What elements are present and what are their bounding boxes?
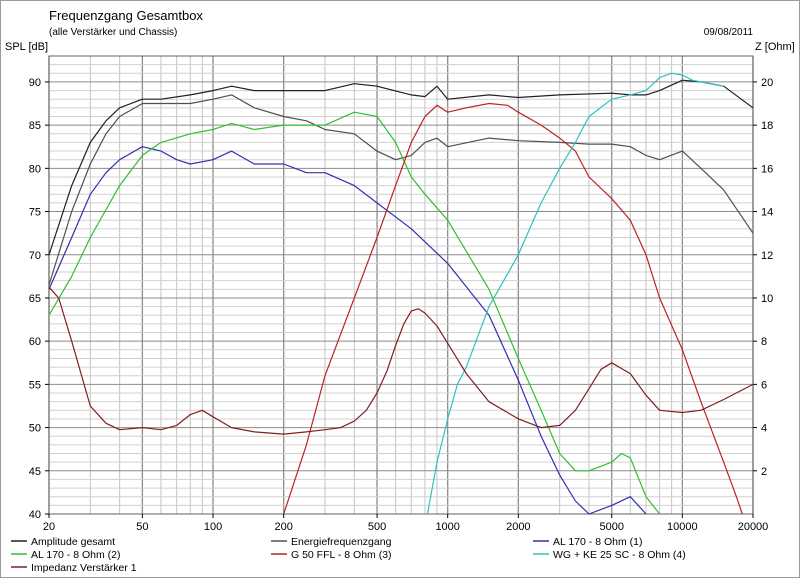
x-tick-label: 50 (136, 521, 148, 533)
x-tick-label: 500 (368, 521, 386, 533)
series-line-g-50-ffl-8-ohm-3 (283, 102, 743, 515)
y-right-tick-label: 14 (761, 207, 773, 219)
y-left-tick-label: 75 (29, 207, 41, 219)
series-line-wg-ke-25-sc-8-ohm-4 (426, 72, 724, 515)
y-right-tick-label: 20 (761, 77, 773, 89)
series-line-al-170-8-ohm-1 (48, 146, 647, 515)
y-left-tick-label: 60 (29, 336, 41, 348)
legend-label: WG + KE 25 SC - 8 Ohm (4) (553, 549, 686, 561)
x-tick-label: 5000 (599, 521, 623, 533)
y-right-tick-label: 12 (761, 250, 773, 262)
y-axis-right-label: Z [Ohm] (755, 41, 795, 53)
y-right-tick-label: 2 (761, 466, 767, 478)
series-line-al-170-8-ohm-2 (48, 111, 661, 515)
x-tick-label: 200 (274, 521, 292, 533)
y-left-tick-label: 45 (29, 466, 41, 478)
chart-date: 09/08/2011 (704, 27, 754, 38)
chart-title: Frequenzgang Gesamtbox (49, 8, 203, 23)
series-line-amplitude-gesamt (48, 79, 754, 255)
y-left-tick-label: 80 (29, 163, 41, 175)
x-tick-label: 100 (204, 521, 222, 533)
series-line-impedanz-verst-rker-1 (48, 286, 754, 435)
tick-labels: 20 50 100 200 500 1000 2000 5000 10000 2000040455… (29, 77, 774, 533)
legend-label: AL 170 - 8 Ohm (1) (553, 536, 642, 548)
y-left-tick-label: 55 (29, 379, 41, 391)
y-right-tick-label: 4 (761, 423, 767, 435)
y-right-tick-label: 8 (761, 336, 767, 348)
curves (48, 72, 754, 515)
x-tick-label: 20 (43, 521, 55, 533)
legend-label: Energiefrequenzgang (291, 536, 392, 548)
y-axis-left-label: SPL [dB] (5, 41, 48, 53)
chart-subtitle: (alle Verstärker und Chassis) (49, 27, 177, 38)
y-right-tick-label: 16 (761, 163, 773, 175)
x-tick-label: 1000 (435, 521, 459, 533)
y-right-tick-label: 18 (761, 120, 773, 132)
x-tick-label: 10000 (667, 521, 698, 533)
y-right-tick-label: 6 (761, 379, 767, 391)
y-left-tick-label: 70 (29, 250, 41, 262)
grid-lines (48, 56, 754, 514)
legend: Amplitude gesamt Energiefrequenzgang AL 17… (11, 536, 686, 574)
y-left-tick-label: 90 (29, 77, 41, 89)
legend-label: Impedanz Verstärker 1 (31, 562, 137, 574)
y-left-tick-label: 85 (29, 120, 41, 132)
y-right-tick-label: 10 (761, 293, 773, 305)
legend-label: AL 170 - 8 Ohm (2) (31, 549, 120, 561)
y-left-tick-label: 40 (29, 509, 41, 521)
x-tick-label: 20000 (738, 521, 769, 533)
x-tick-label: 2000 (506, 521, 530, 533)
legend-label: Amplitude gesamt (31, 536, 115, 548)
y-left-tick-label: 65 (29, 293, 41, 305)
legend-label: G 50 FFL - 8 Ohm (3) (291, 549, 392, 561)
series-line-energiefrequenzgang (48, 94, 754, 286)
y-left-tick-label: 50 (29, 423, 41, 435)
